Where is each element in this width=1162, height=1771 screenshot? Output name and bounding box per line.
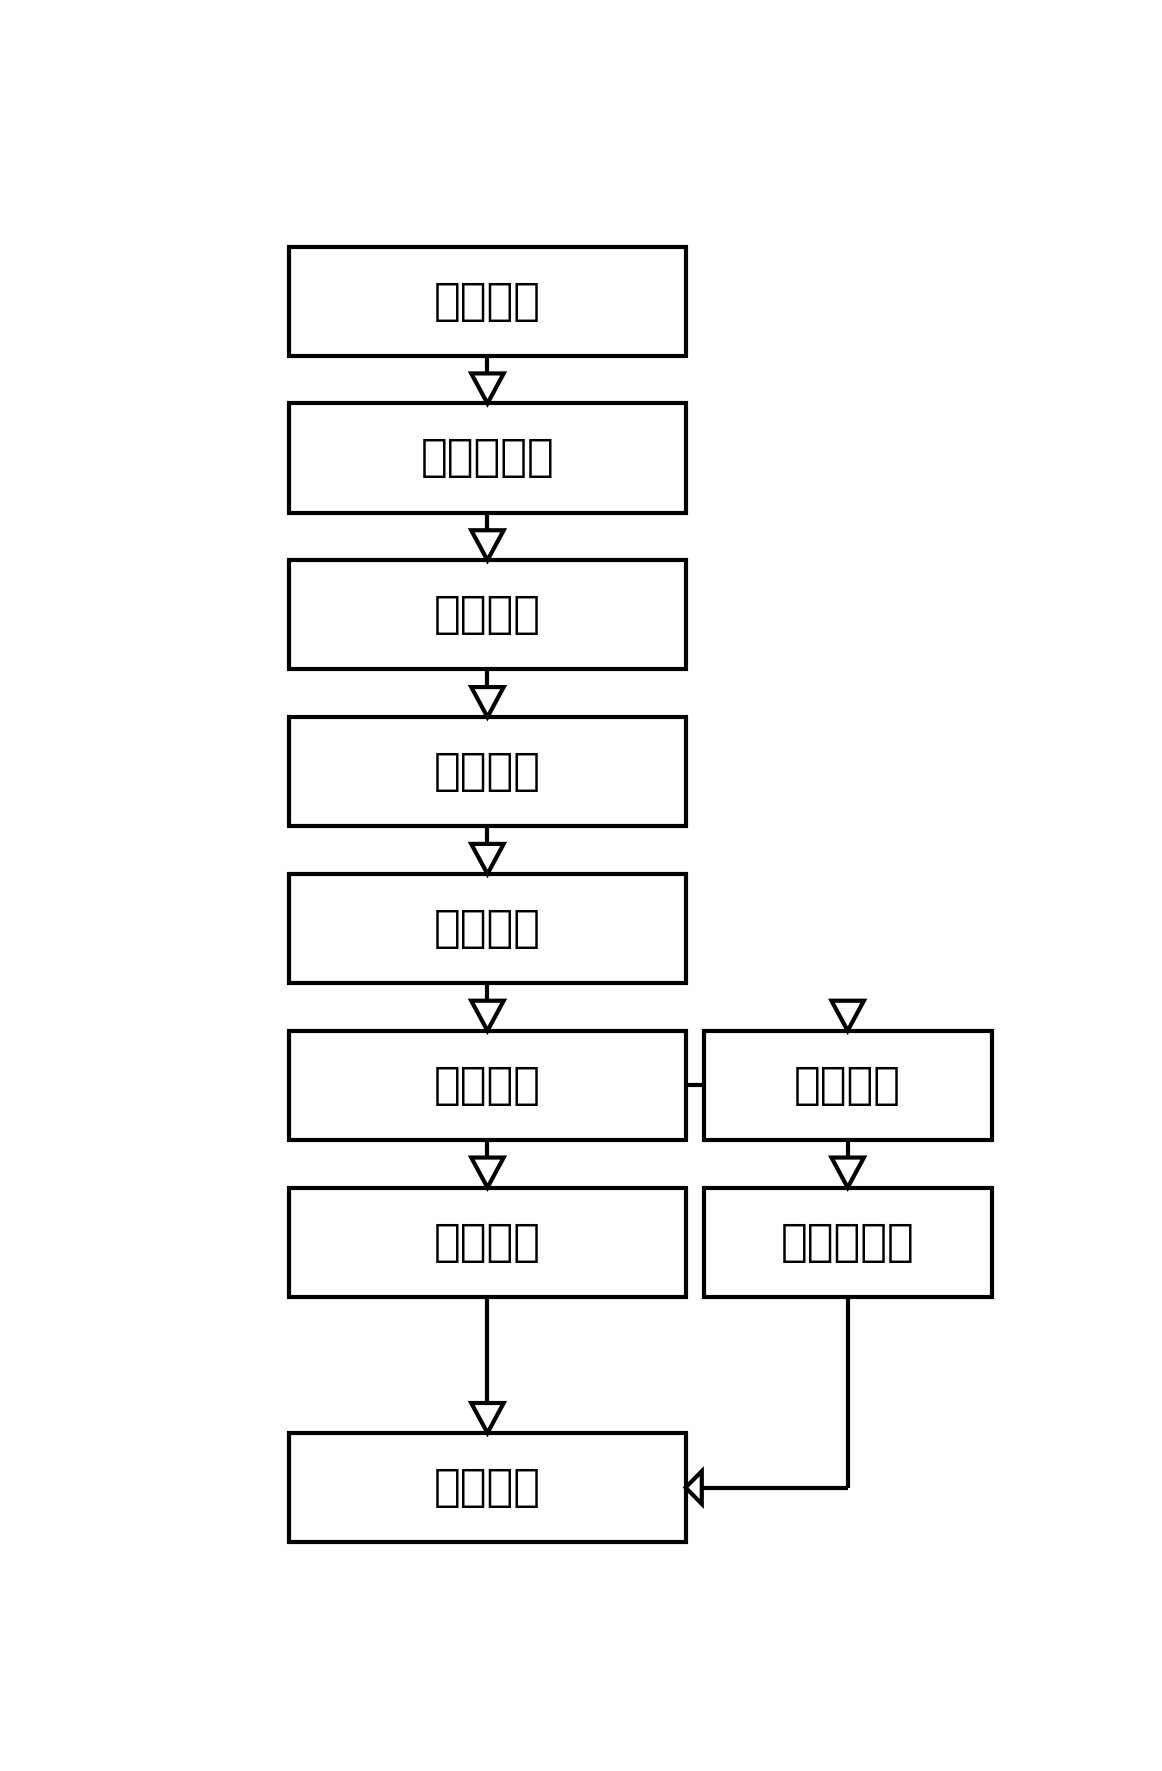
Polygon shape <box>472 1403 503 1433</box>
Polygon shape <box>472 374 503 404</box>
Text: 萍取分离: 萍取分离 <box>433 1064 541 1107</box>
Text: 涡旋振荡: 涡旋振荡 <box>433 751 541 793</box>
Polygon shape <box>472 687 503 717</box>
Bar <box>289 1031 686 1141</box>
Text: 残液标定: 残液标定 <box>794 1064 902 1107</box>
Text: 试样准备: 试样准备 <box>433 280 541 322</box>
Bar <box>704 1188 991 1296</box>
Bar <box>289 1188 686 1296</box>
Text: 数据分析: 数据分析 <box>433 1466 541 1509</box>
Bar <box>289 1433 686 1543</box>
Polygon shape <box>686 1472 702 1504</box>
Bar <box>289 873 686 983</box>
Bar <box>289 246 686 356</box>
Text: 过滤分离: 过滤分离 <box>433 907 541 949</box>
Bar <box>289 404 686 512</box>
Text: 试样溶解: 试样溶解 <box>433 593 541 636</box>
Bar <box>289 717 686 827</box>
Polygon shape <box>472 530 503 560</box>
Polygon shape <box>472 845 503 873</box>
Text: 电化学分析: 电化学分析 <box>781 1220 914 1263</box>
Text: 色谱分析: 色谱分析 <box>433 1220 541 1263</box>
Polygon shape <box>832 1158 863 1188</box>
Bar <box>289 560 686 669</box>
Bar <box>704 1031 991 1141</box>
Polygon shape <box>472 1158 503 1188</box>
Polygon shape <box>472 1001 503 1031</box>
Text: 制备萍取剂: 制备萍取剂 <box>421 436 554 480</box>
Polygon shape <box>832 1001 863 1031</box>
